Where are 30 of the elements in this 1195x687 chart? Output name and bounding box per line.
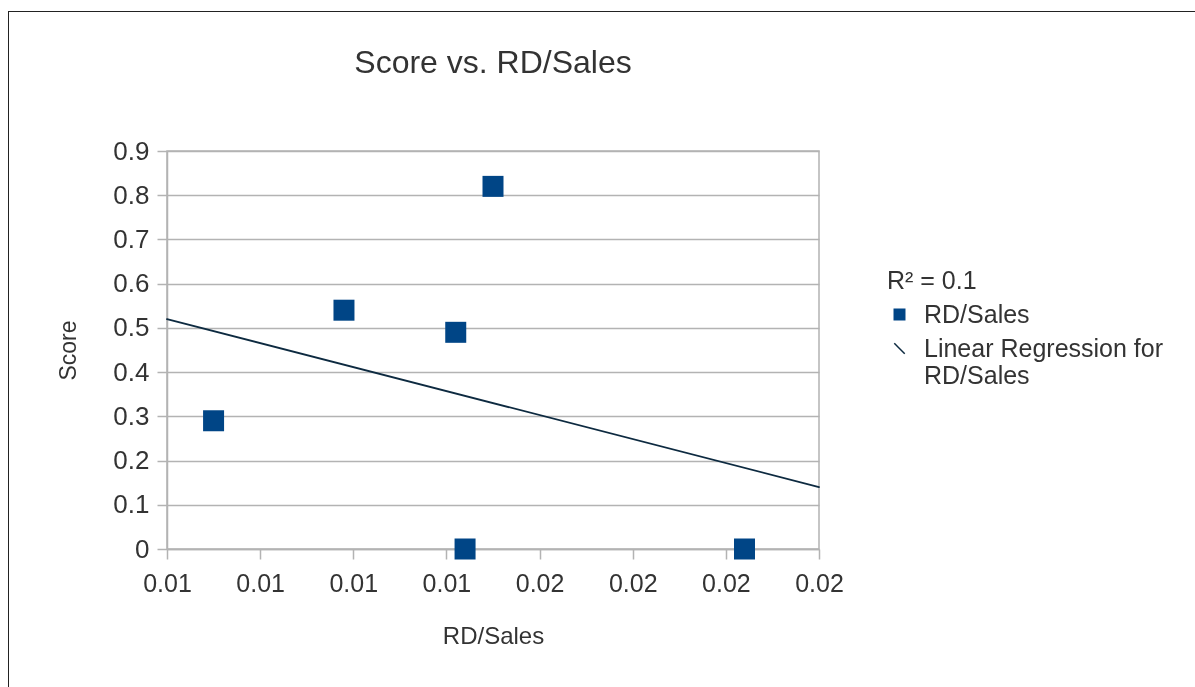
y-tick-label: 0.8	[113, 179, 150, 210]
x-tick-label: 0.02	[795, 568, 844, 597]
point	[333, 299, 355, 321]
x-tick-label: 0.02	[702, 568, 751, 597]
y-tick-label: 0	[135, 533, 150, 564]
legend-title: R² = 0.1	[887, 266, 977, 294]
legend-label: Linear Regression for RD/Sales	[924, 333, 1164, 389]
x-tick-label: 0.02	[515, 568, 565, 597]
y-tick-label: 0.4	[113, 356, 150, 387]
point	[482, 175, 504, 197]
chart-title: Score vs. RD/Sales	[354, 44, 632, 80]
x-tick-label: 0.01	[143, 568, 192, 597]
x-axis-title: RD/Sales	[442, 621, 545, 649]
y-tick-label: 0.2	[113, 445, 150, 476]
y-tick-label: 0.5	[113, 312, 150, 343]
point	[454, 538, 476, 560]
legend-label: RD/Sales	[924, 299, 1030, 328]
y-tick-label: 0.7	[113, 223, 150, 254]
x-tick-label: 0.01	[329, 568, 379, 597]
point	[445, 321, 467, 343]
point	[733, 538, 755, 560]
y-tick-label: 0.6	[113, 268, 150, 299]
y-axis-title: Score	[55, 320, 82, 381]
point	[203, 410, 225, 432]
x-tick-label: 0.01	[236, 568, 285, 597]
y-tick-label: 0.9	[113, 135, 150, 166]
x-tick-label: 0.02	[608, 568, 658, 597]
y-tick-label: 0.3	[113, 400, 150, 431]
x-tick-label: 0.01	[422, 568, 472, 597]
y-tick-label: 0.1	[113, 489, 150, 520]
